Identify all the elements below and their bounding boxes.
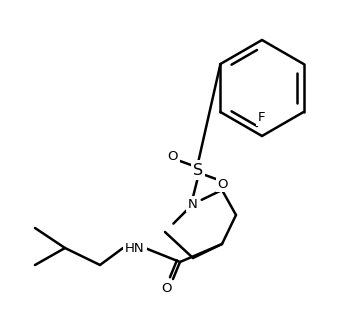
Text: S: S bbox=[193, 163, 203, 177]
Text: O: O bbox=[218, 177, 228, 191]
Text: O: O bbox=[168, 149, 178, 163]
Text: O: O bbox=[162, 282, 172, 296]
Text: F: F bbox=[258, 111, 266, 124]
Text: N: N bbox=[188, 197, 198, 211]
Text: HN: HN bbox=[125, 242, 145, 254]
